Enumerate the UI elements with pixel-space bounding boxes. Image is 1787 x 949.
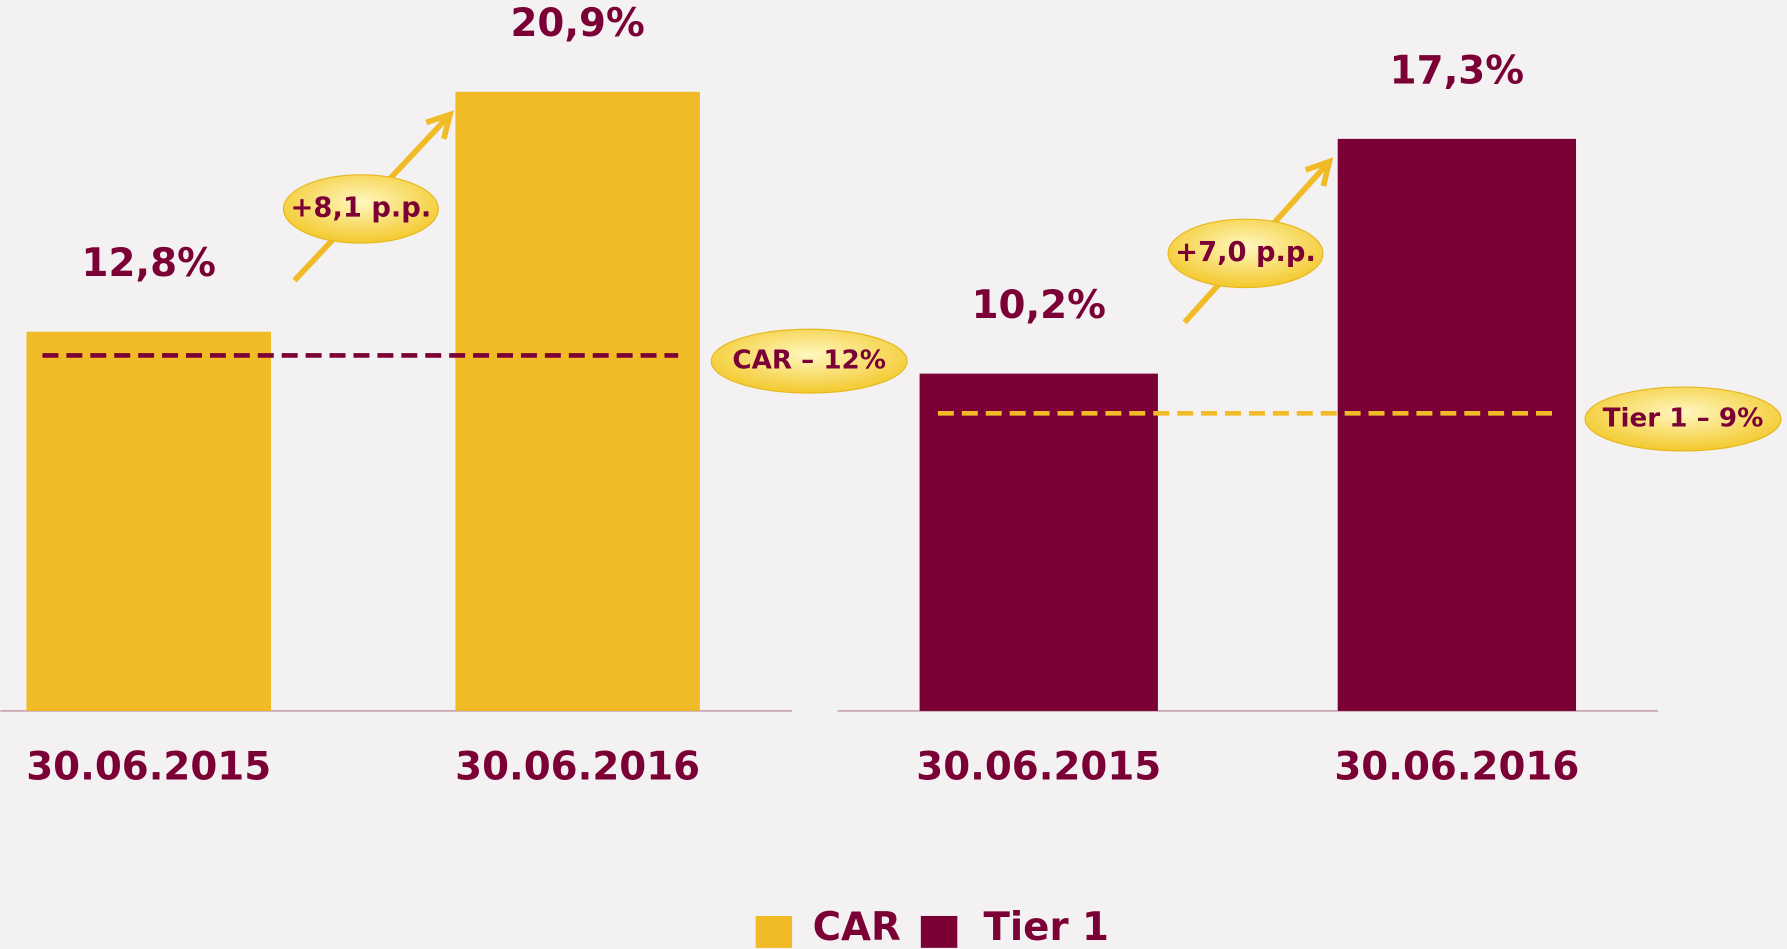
legend-swatch [756, 916, 792, 948]
bar [1338, 139, 1576, 711]
value-label: 17,3% [1390, 48, 1524, 93]
bar [455, 92, 699, 711]
legend-label: CAR [813, 905, 901, 949]
chart: 12,8% 30.06.2015 20,9% 30.06.2016 +8,1 p.p. C… [0, 0, 1787, 949]
x-tick-label: 30.06.2016 [1334, 744, 1579, 789]
x-tick-label: 30.06.2016 [455, 744, 700, 789]
value-label: 10,2% [972, 283, 1106, 328]
page: {"chart_data":[ {"type":"bar","categorie… [0, 0, 1787, 949]
legend-label: Tier 1 [984, 905, 1109, 949]
legend-swatch [921, 916, 957, 948]
reference-label: Tier 1 – 9% [1603, 404, 1764, 434]
reference-label: CAR – 12% [732, 346, 886, 376]
annotation: +8,1 p.p. [291, 192, 432, 223]
value-label: 12,8% [82, 241, 216, 286]
x-tick-label: 30.06.2015 [26, 744, 271, 789]
annotation: +7,0 p.p. [1175, 237, 1316, 268]
value-label: 20,9% [510, 1, 644, 46]
x-tick-label: 30.06.2015 [916, 744, 1161, 789]
bar [920, 374, 1158, 711]
bar [26, 332, 270, 711]
